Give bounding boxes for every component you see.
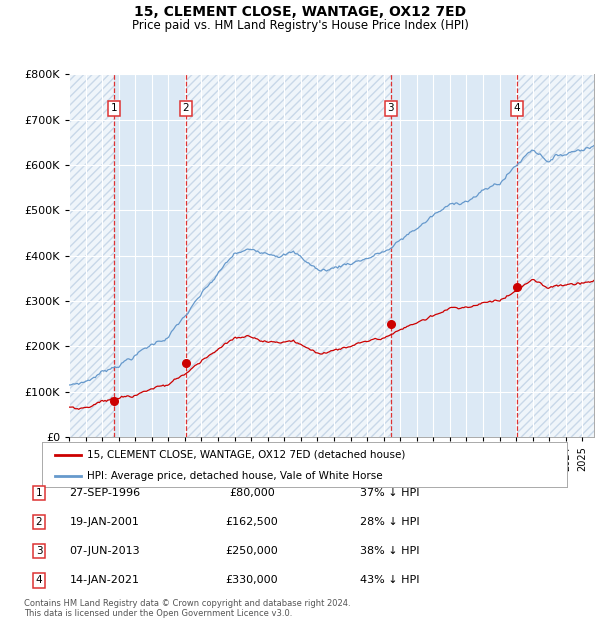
Bar: [186, 74, 391, 437]
Text: 37% ↓ HPI: 37% ↓ HPI: [360, 488, 420, 498]
Text: 3: 3: [388, 104, 394, 113]
Bar: [517, 74, 594, 437]
Text: 28% ↓ HPI: 28% ↓ HPI: [360, 517, 420, 527]
Text: 07-JUN-2013: 07-JUN-2013: [70, 546, 140, 556]
Text: £80,000: £80,000: [229, 488, 275, 498]
Text: 4: 4: [514, 104, 520, 113]
Text: 1: 1: [111, 104, 118, 113]
Text: 2: 2: [182, 104, 189, 113]
Text: 19-JAN-2001: 19-JAN-2001: [70, 517, 140, 527]
Text: 38% ↓ HPI: 38% ↓ HPI: [360, 546, 420, 556]
Text: HPI: Average price, detached house, Vale of White Horse: HPI: Average price, detached house, Vale…: [86, 471, 382, 480]
Bar: [517, 74, 594, 437]
Text: 14-JAN-2021: 14-JAN-2021: [70, 575, 140, 585]
Bar: [69, 74, 115, 437]
Text: 15, CLEMENT CLOSE, WANTAGE, OX12 7ED: 15, CLEMENT CLOSE, WANTAGE, OX12 7ED: [134, 5, 466, 19]
Text: Price paid vs. HM Land Registry's House Price Index (HPI): Price paid vs. HM Land Registry's House …: [131, 19, 469, 32]
Text: 2: 2: [35, 517, 43, 527]
Bar: [391, 74, 517, 437]
Text: 15, CLEMENT CLOSE, WANTAGE, OX12 7ED (detached house): 15, CLEMENT CLOSE, WANTAGE, OX12 7ED (de…: [86, 450, 405, 459]
Bar: [115, 74, 186, 437]
Text: £330,000: £330,000: [226, 575, 278, 585]
Text: 3: 3: [35, 546, 43, 556]
Text: 4: 4: [35, 575, 43, 585]
Text: 1: 1: [35, 488, 43, 498]
Text: £162,500: £162,500: [226, 517, 278, 527]
Bar: [186, 74, 391, 437]
Text: £250,000: £250,000: [226, 546, 278, 556]
Text: Contains HM Land Registry data © Crown copyright and database right 2024.
This d: Contains HM Land Registry data © Crown c…: [24, 599, 350, 618]
Text: 43% ↓ HPI: 43% ↓ HPI: [360, 575, 420, 585]
Text: 27-SEP-1996: 27-SEP-1996: [70, 488, 140, 498]
Bar: [69, 74, 115, 437]
